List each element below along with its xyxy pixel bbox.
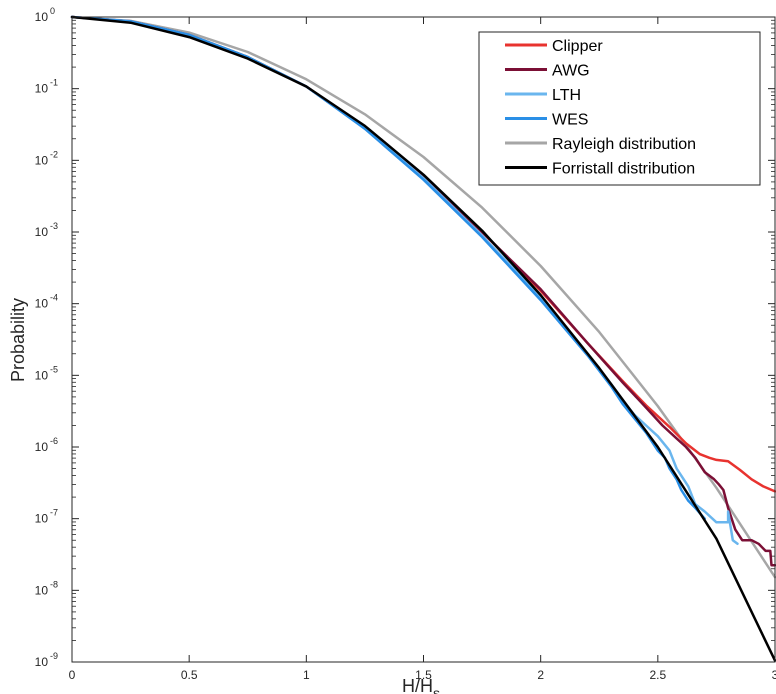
axis-ticks	[71, 16, 776, 663]
legend-label-lth: LTH	[552, 87, 581, 104]
x-axis-title-subscript: s	[433, 685, 440, 694]
y-tick-label-exponent: -4	[50, 293, 58, 303]
y-tick-label: 10	[35, 225, 49, 239]
series-line-forristall-distribution	[70, 15, 776, 662]
legend-label-wes: WES	[552, 112, 588, 129]
x-tick-label: 2.5	[649, 668, 666, 682]
y-tick-label: 10	[35, 512, 49, 526]
series-line-rayleigh-distribution	[70, 15, 776, 579]
y-tick-label-exponent: -9	[50, 651, 58, 661]
y-tick-label: 10	[35, 368, 49, 382]
x-tick-label: 0.5	[181, 668, 198, 682]
x-tick-label: 2	[537, 668, 544, 682]
legend-label-forristall-distribution: Forristall distribution	[552, 161, 695, 178]
plot-frame	[71, 16, 776, 663]
legend-label-rayleigh-distribution: Rayleigh distribution	[552, 136, 696, 153]
legend-box	[478, 31, 761, 186]
y-axis-title: Probability	[8, 298, 28, 382]
x-tick-label: 1.5	[415, 668, 432, 682]
y-tick-label: 10	[35, 10, 49, 24]
y-tick-label: 10	[35, 440, 49, 454]
y-tick-label: 10	[35, 297, 49, 311]
y-tick-label: 10	[35, 583, 49, 597]
y-tick-label-exponent: -1	[50, 78, 58, 88]
x-axis-title: H/Hs	[402, 676, 440, 694]
y-tick-label: 10	[35, 655, 49, 669]
y-tick-label-exponent: 0	[50, 6, 55, 16]
y-tick-label-exponent: -7	[50, 508, 58, 518]
y-tick-label: 10	[35, 153, 49, 167]
legend-label-awg: AWG	[552, 63, 590, 80]
y-tick-label-exponent: -5	[50, 364, 58, 374]
y-tick-label-exponent: -6	[50, 436, 58, 446]
series-lines	[70, 15, 776, 662]
y-tick-label-exponent: -2	[50, 149, 58, 159]
y-tick-label-exponent: -8	[50, 579, 58, 589]
x-tick-label: 0	[69, 668, 76, 682]
y-tick-label-exponent: -3	[50, 221, 58, 231]
y-tick-label: 10	[35, 82, 49, 96]
x-tick-label: 1	[303, 668, 310, 682]
legend: Clipper AWG LTH WES Rayleigh distribution For…	[478, 31, 761, 186]
x-tick-label: 3	[772, 668, 776, 682]
legend-label-clipper: Clipper	[552, 38, 603, 55]
